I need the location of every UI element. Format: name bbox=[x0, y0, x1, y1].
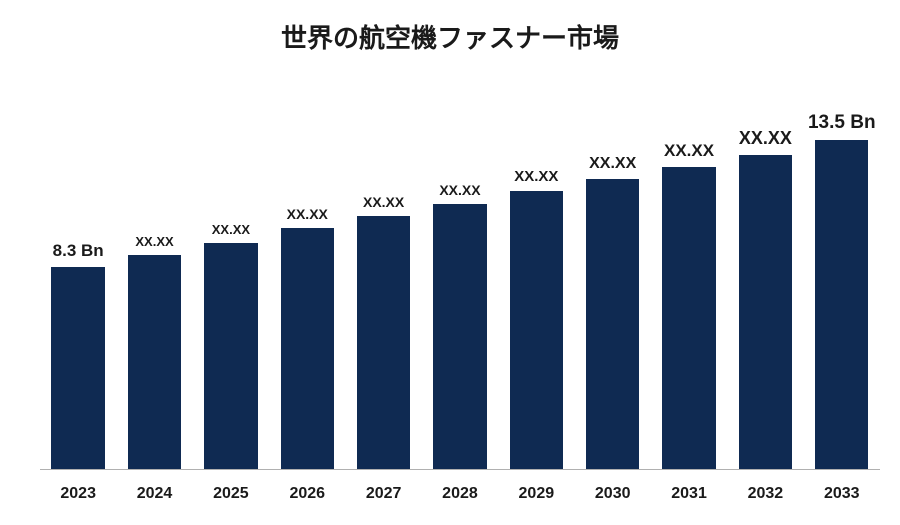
bar-value-label: XX.XX bbox=[589, 155, 636, 173]
bar bbox=[739, 155, 792, 470]
x-axis-label: 2023 bbox=[40, 485, 116, 503]
bar-wrap: XX.XX bbox=[345, 80, 421, 470]
chart-title: 世界の航空機ファスナー市場 bbox=[0, 0, 900, 55]
bar bbox=[357, 216, 410, 470]
x-axis-label: 2031 bbox=[651, 485, 727, 503]
x-axis-label: 2033 bbox=[804, 485, 880, 503]
x-axis-label: 2032 bbox=[727, 485, 803, 503]
bar-value-label: XX.XX bbox=[135, 234, 173, 249]
bars-container: 8.3 Bn XX.XX XX.XX XX.XX XX.XX XX.XX XX.XX XX.X… bbox=[40, 80, 880, 470]
bar-wrap: XX.XX bbox=[116, 80, 192, 470]
x-axis-label: 2025 bbox=[193, 485, 269, 503]
bar-wrap: 13.5 Bn bbox=[804, 80, 880, 470]
bar-wrap: XX.XX bbox=[651, 80, 727, 470]
bar bbox=[204, 243, 257, 470]
bar-value-label: XX.XX bbox=[739, 128, 792, 149]
x-axis-label: 2030 bbox=[575, 485, 651, 503]
bar bbox=[128, 255, 181, 470]
bar-value-label: XX.XX bbox=[664, 141, 714, 161]
bar-value-label: 8.3 Bn bbox=[53, 241, 104, 261]
bar-wrap: XX.XX bbox=[727, 80, 803, 470]
bar-wrap: XX.XX bbox=[422, 80, 498, 470]
bar-wrap: XX.XX bbox=[575, 80, 651, 470]
x-axis: 2023202420252026202720282029203020312032… bbox=[40, 485, 880, 503]
bar-wrap: XX.XX bbox=[193, 80, 269, 470]
bar bbox=[510, 191, 563, 470]
bar-wrap: XX.XX bbox=[498, 80, 574, 470]
bar-value-label: 13.5 Bn bbox=[808, 112, 876, 134]
bar-value-label: XX.XX bbox=[212, 222, 250, 237]
bar-value-label: XX.XX bbox=[363, 194, 404, 210]
baseline bbox=[40, 469, 880, 470]
x-axis-label: 2028 bbox=[422, 485, 498, 503]
x-axis-label: 2026 bbox=[269, 485, 345, 503]
bar bbox=[662, 167, 715, 470]
bar bbox=[433, 204, 486, 470]
bar-value-label: XX.XX bbox=[287, 206, 328, 222]
bar bbox=[586, 179, 639, 470]
chart-area: 8.3 Bn XX.XX XX.XX XX.XX XX.XX XX.XX XX.XX XX.X… bbox=[40, 80, 880, 470]
bar-wrap: 8.3 Bn bbox=[40, 80, 116, 470]
x-axis-label: 2027 bbox=[345, 485, 421, 503]
x-axis-label: 2029 bbox=[498, 485, 574, 503]
bar bbox=[815, 140, 868, 470]
bar bbox=[51, 267, 104, 470]
x-axis-label: 2024 bbox=[116, 485, 192, 503]
bar-value-label: XX.XX bbox=[439, 182, 480, 198]
bar bbox=[281, 228, 334, 470]
bar-wrap: XX.XX bbox=[269, 80, 345, 470]
bar-value-label: XX.XX bbox=[514, 168, 558, 185]
